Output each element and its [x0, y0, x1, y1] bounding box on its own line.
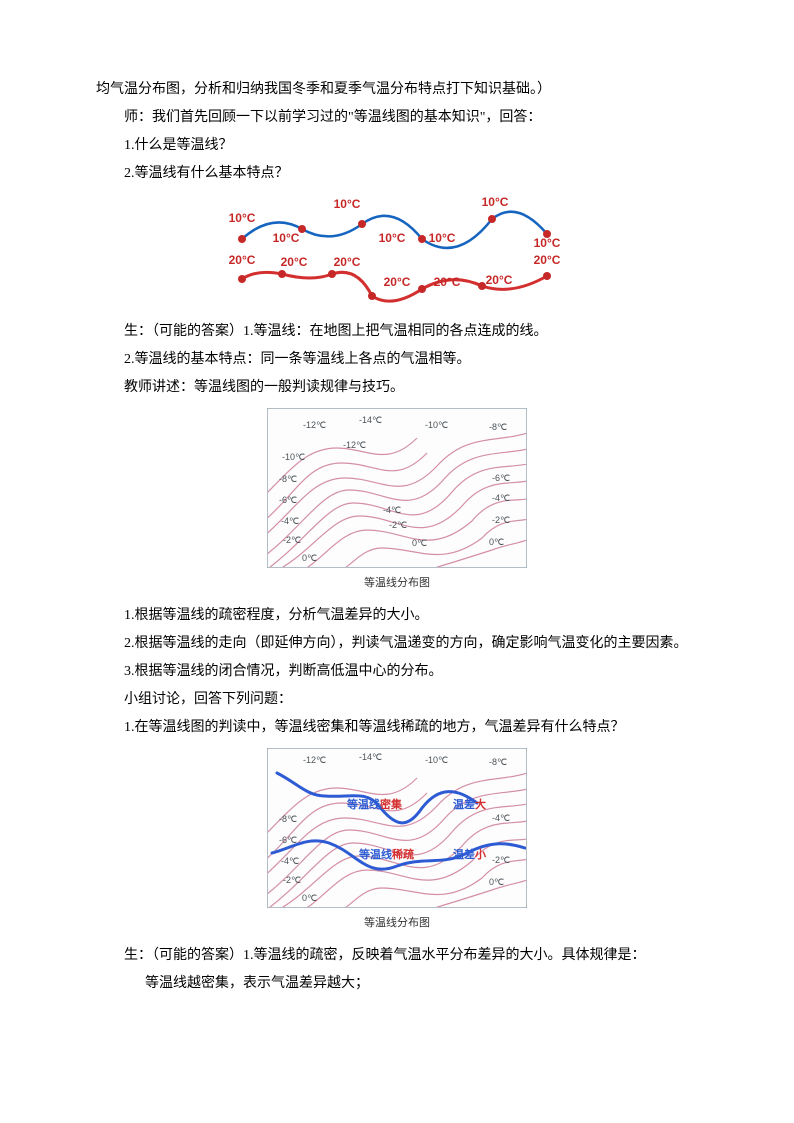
paragraph: 教师讲述：等温线图的一般判读规律与技巧。	[96, 374, 698, 402]
svg-text:-2℃: -2℃	[283, 875, 301, 885]
paragraph: 1.根据等温线的疏密程度，分析气温差异的大小。	[96, 602, 698, 630]
isotherm-map-svg-2: -12℃-14℃-10℃-8℃-8℃-6℃-4℃-2℃0℃-4℃-2℃0℃等温线…	[267, 748, 527, 908]
svg-text:-12℃: -12℃	[303, 755, 326, 765]
isotherm-demo-figure: 10°C 10°C 10°C 10°C 10°C 10°C 10°C 20°C 20°C 20°C…	[96, 194, 698, 314]
svg-text:-6℃: -6℃	[492, 473, 510, 483]
svg-text:20°C: 20°C	[281, 255, 308, 269]
paragraph: 3.根据等温线的闭合情况，判断高低温中心的分布。	[96, 658, 698, 686]
isotherm-map-figure-2: -12℃-14℃-10℃-8℃-8℃-6℃-4℃-2℃0℃-4℃-2℃0℃等温线…	[96, 748, 698, 908]
svg-text:20°C: 20°C	[534, 253, 561, 267]
svg-text:0℃: 0℃	[489, 877, 504, 887]
paragraph: 小组讨论，回答下列问题：	[96, 686, 698, 714]
svg-text:-4℃: -4℃	[383, 505, 401, 515]
svg-text:-10℃: -10℃	[425, 420, 448, 430]
svg-text:等温线密集: 等温线密集	[346, 797, 403, 811]
svg-text:0℃: 0℃	[412, 538, 427, 548]
svg-text:-8℃: -8℃	[489, 757, 507, 767]
svg-text:-2℃: -2℃	[492, 515, 510, 525]
svg-text:10°C: 10°C	[429, 231, 456, 245]
svg-text:-14℃: -14℃	[359, 752, 382, 762]
svg-text:0℃: 0℃	[489, 537, 504, 547]
paragraph: 1.什么是等温线？	[96, 132, 698, 160]
svg-text:0℃: 0℃	[302, 893, 317, 903]
paragraph: 2.等温线的基本特点：同一条等温线上各点的气温相等。	[96, 346, 698, 374]
paragraph: 2.根据等温线的走向（即延伸方向），判读气温递变的方向，确定影响气温变化的主要因…	[96, 630, 698, 658]
svg-text:-8℃: -8℃	[279, 814, 297, 824]
svg-text:-4℃: -4℃	[281, 516, 299, 526]
svg-text:-6℃: -6℃	[279, 835, 297, 845]
paragraph: 2.等温线有什么基本特点？	[96, 160, 698, 188]
svg-text:10°C: 10°C	[534, 236, 561, 250]
svg-text:-2℃: -2℃	[492, 855, 510, 865]
paragraph: 生：（可能的答案）1.等温线的疏密，反映着气温水平分布差异的大小。具体规律是：	[96, 942, 698, 970]
svg-text:-6℃: -6℃	[279, 495, 297, 505]
svg-text:-2℃: -2℃	[389, 520, 407, 530]
svg-text:等温线稀疏: 等温线稀疏	[358, 847, 414, 861]
svg-text:20°C: 20°C	[434, 275, 461, 289]
svg-text:20°C: 20°C	[384, 275, 411, 289]
paragraph: 1.在等温线图的判读中，等温线密集和等温线稀疏的地方，气温差异有什么特点？	[96, 714, 698, 742]
svg-text:20°C: 20°C	[229, 253, 256, 267]
figure-caption: 等温线分布图	[96, 572, 698, 594]
svg-text:温差小: 温差小	[453, 847, 486, 861]
paragraph: 生：（可能的答案）1.等温线：在地图上把气温相同的各点连成的线。	[96, 318, 698, 346]
svg-text:10°C: 10°C	[482, 195, 509, 209]
svg-text:0℃: 0℃	[302, 553, 317, 563]
svg-text:温差大: 温差大	[453, 797, 486, 811]
svg-text:-2℃: -2℃	[283, 535, 301, 545]
svg-text:10°C: 10°C	[379, 231, 406, 245]
svg-text:10°C: 10°C	[229, 211, 256, 225]
svg-text:10°C: 10°C	[334, 197, 361, 211]
isotherm-demo-svg: 10°C 10°C 10°C 10°C 10°C 10°C 10°C 20°C 20°C 20°C…	[227, 194, 567, 314]
svg-text:-10℃: -10℃	[282, 452, 305, 462]
svg-text:-4℃: -4℃	[281, 856, 299, 866]
svg-text:-8℃: -8℃	[279, 474, 297, 484]
figure-caption: 等温线分布图	[96, 912, 698, 934]
svg-text:-12℃: -12℃	[343, 440, 366, 450]
svg-text:20°C: 20°C	[334, 255, 361, 269]
svg-text:-12℃: -12℃	[303, 420, 326, 430]
paragraph: 等温线越密集，表示气温差异越大；	[96, 970, 698, 998]
isotherm-map-figure-1: -12℃-14℃-10℃-8℃-10℃-12℃-8℃-6℃-4℃-2℃0℃-4℃…	[96, 408, 698, 568]
page: 均气温分布图，分析和归纳我国冬季和夏季气温分布特点打下知识基础。） 师：我们首先…	[0, 0, 794, 1058]
svg-text:-4℃: -4℃	[492, 493, 510, 503]
svg-text:-10℃: -10℃	[425, 755, 448, 765]
svg-text:20°C: 20°C	[486, 273, 513, 287]
svg-text:-4℃: -4℃	[492, 813, 510, 823]
paragraph: 均气温分布图，分析和归纳我国冬季和夏季气温分布特点打下知识基础。）	[96, 76, 698, 104]
paragraph: 师：我们首先回顾一下以前学习过的"等温线图的基本知识"，回答：	[96, 104, 698, 132]
svg-text:-8℃: -8℃	[489, 422, 507, 432]
svg-text:10°C: 10°C	[273, 231, 300, 245]
svg-text:-14℃: -14℃	[359, 415, 382, 425]
isotherm-map-svg-1: -12℃-14℃-10℃-8℃-10℃-12℃-8℃-6℃-4℃-2℃0℃-4℃…	[267, 408, 527, 568]
